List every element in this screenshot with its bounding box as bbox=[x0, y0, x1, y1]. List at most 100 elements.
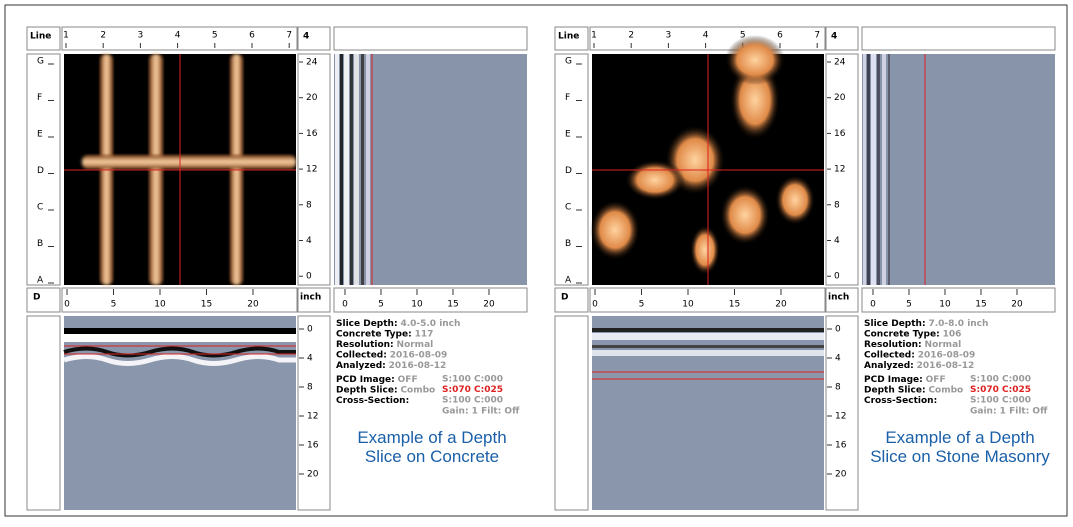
info-value: Normal bbox=[925, 340, 962, 350]
right-tick-label: 0 bbox=[834, 272, 840, 282]
top-tick-label: 7 bbox=[814, 31, 820, 41]
info-label: Slice Depth: bbox=[336, 319, 398, 329]
setting-params: S:100 C:000 bbox=[442, 396, 503, 406]
top-tick-label: 1 bbox=[63, 31, 69, 41]
blob bbox=[625, 160, 685, 200]
setting-value: Combo bbox=[400, 385, 435, 395]
info-value: 7.0-8.0 inch bbox=[928, 319, 988, 329]
row-label: A bbox=[37, 276, 44, 286]
band bbox=[63, 346, 296, 358]
x-tick-label: 20 bbox=[775, 300, 787, 310]
info-label: Resolution: bbox=[864, 340, 922, 350]
depth-ruler bbox=[297, 315, 331, 511]
info-line: Collected: 2016-08-09 bbox=[864, 350, 975, 360]
info-line: Analyzed: 2016-08-12 bbox=[864, 361, 974, 371]
right-tick-label: 4 bbox=[834, 236, 840, 246]
corner-box bbox=[554, 26, 589, 51]
depth-tick-label: 0 bbox=[307, 325, 313, 335]
side-stripe bbox=[871, 54, 876, 285]
info-label: Resolution: bbox=[336, 340, 394, 350]
setting-label: PCD Image: bbox=[336, 375, 395, 385]
blob bbox=[720, 185, 770, 245]
setting-label: PCD Image: bbox=[864, 375, 923, 385]
side-stripe bbox=[340, 54, 343, 285]
x-tick-label: 10 bbox=[154, 300, 166, 310]
band bbox=[592, 333, 824, 340]
top-tick-label: 5 bbox=[740, 31, 746, 41]
side-ruler bbox=[333, 287, 528, 313]
right-tick-label: 8 bbox=[834, 200, 840, 210]
info-label: Analyzed: bbox=[864, 361, 914, 371]
x-tick-label: 15 bbox=[729, 300, 740, 310]
row-label: E bbox=[37, 130, 43, 140]
info-line: Concrete Type: 117 bbox=[336, 329, 433, 339]
blank-column bbox=[26, 315, 61, 511]
row-label: D bbox=[37, 166, 44, 176]
top-tick-label: 6 bbox=[249, 31, 255, 41]
right-tick-label: 24 bbox=[306, 58, 318, 68]
x-tick-label: 10 bbox=[682, 300, 694, 310]
info-line: Resolution: Normal bbox=[864, 340, 961, 350]
top-tick-label: 3 bbox=[138, 31, 144, 41]
side-stripe bbox=[888, 54, 890, 285]
info-label: Slice Depth: bbox=[864, 319, 926, 329]
cross-section bbox=[592, 316, 824, 510]
corner-label: D bbox=[561, 293, 568, 303]
cross-section bbox=[64, 316, 296, 510]
side-stripe bbox=[361, 54, 364, 285]
side-stripe bbox=[877, 54, 880, 285]
corner-box bbox=[26, 287, 61, 313]
side-tick-label: 0 bbox=[870, 300, 876, 310]
depth-tick-label: 8 bbox=[307, 383, 313, 393]
blob bbox=[775, 175, 815, 225]
info-line: Concrete Type: 106 bbox=[864, 329, 961, 339]
right-tick-label: 8 bbox=[306, 200, 312, 210]
x-tick-label: 0 bbox=[64, 300, 70, 310]
gain-line: Gain: 1 Filt: Off bbox=[970, 407, 1048, 417]
gain-line: Gain: 1 Filt: Off bbox=[442, 407, 520, 417]
right-tick-label: 24 bbox=[834, 58, 846, 68]
info-label: Collected: bbox=[336, 350, 387, 360]
depth-tick-label: 0 bbox=[835, 325, 841, 335]
row-label: D bbox=[565, 166, 572, 176]
depth-ruler bbox=[825, 315, 859, 511]
depth-tick-label: 12 bbox=[307, 412, 318, 422]
info-value: 2016-08-09 bbox=[918, 350, 976, 360]
top-tick-label: 1 bbox=[591, 31, 597, 41]
blank-box bbox=[861, 26, 1056, 51]
side-stripe bbox=[863, 54, 866, 285]
setting-line: Depth Slice: Combo bbox=[864, 385, 963, 395]
blob bbox=[725, 35, 785, 85]
corner-label: D bbox=[33, 293, 40, 303]
side-tick-label: 10 bbox=[411, 300, 423, 310]
unit-label: inch bbox=[828, 293, 849, 303]
side-tick-label: 10 bbox=[939, 300, 951, 310]
top-tick-label: 2 bbox=[628, 31, 634, 41]
x-tick-label: 15 bbox=[201, 300, 212, 310]
unit-box bbox=[825, 287, 859, 313]
row-label: F bbox=[37, 93, 42, 103]
side-tick-label: 20 bbox=[483, 300, 495, 310]
right-tick-label: 20 bbox=[306, 93, 318, 103]
setting-label: Depth Slice: bbox=[336, 385, 398, 395]
setting-params: S:070 C:025 bbox=[970, 385, 1031, 395]
info-value: 2016-08-09 bbox=[390, 350, 448, 360]
band bbox=[64, 334, 296, 342]
depth-box-value: 4 bbox=[303, 32, 309, 42]
side-stripe bbox=[366, 54, 370, 285]
x-tick-label: 0 bbox=[592, 300, 598, 310]
top-tick-label: 4 bbox=[703, 31, 709, 41]
frame bbox=[4, 4, 1068, 517]
side-view bbox=[862, 54, 1055, 285]
corner-box bbox=[554, 287, 589, 313]
right-tick-label: 16 bbox=[834, 129, 846, 139]
info-value: Normal bbox=[397, 340, 434, 350]
depth-tick-label: 20 bbox=[835, 470, 847, 480]
right-tick-label: 4 bbox=[306, 236, 312, 246]
band bbox=[63, 354, 296, 366]
side-stripe bbox=[335, 54, 339, 285]
info-label: Concrete Type: bbox=[336, 329, 412, 339]
row-label: G bbox=[37, 57, 44, 67]
right-tick-label: 12 bbox=[834, 165, 845, 175]
